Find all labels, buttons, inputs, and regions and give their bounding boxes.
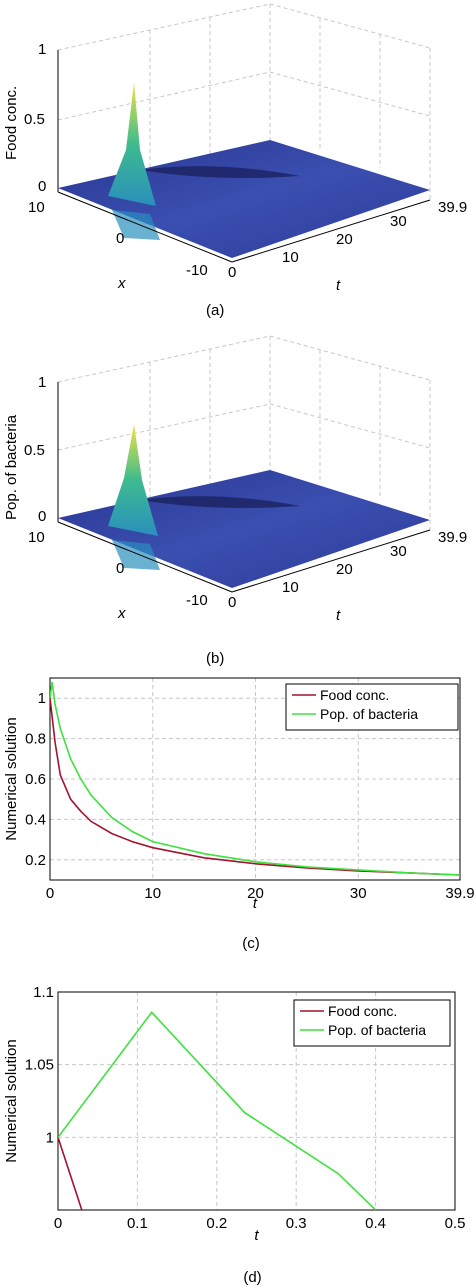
y-tick-c-3: 0.8 (25, 731, 46, 748)
x-tick-c-4: 39.9 (445, 885, 474, 902)
y-tick-c-0: 0.2 (25, 852, 46, 869)
t-label-a: t (336, 277, 341, 294)
surface-floor-a (58, 140, 430, 258)
t-tick-b-4: 39.9 (438, 529, 467, 546)
caption-c: (c) (242, 935, 260, 952)
x-tick-c-0: 0 (46, 885, 54, 902)
x-tick-a-1: 0 (116, 230, 124, 247)
axes-box-b (57, 335, 431, 530)
x-label-b: x (117, 605, 126, 622)
t-tick-a-3: 30 (390, 213, 407, 230)
z-tick-a-0: 0 (38, 178, 46, 195)
surface-plot-a: 0 0.5 1 Food conc. 10 0 -10 x 0 10 20 30… (3, 3, 467, 319)
caption-d: (d) (243, 1269, 261, 1286)
y-label-c: Numerical solution (3, 717, 20, 840)
x-tick-d-5: 0.5 (445, 1215, 466, 1232)
surface-trough-b (140, 496, 300, 508)
legend-c (285, 683, 459, 731)
x-tick-d-4: 0.4 (365, 1215, 386, 1232)
x-label-c: t (253, 895, 258, 912)
axes-box-d (57, 991, 456, 1211)
series-line-c-1 (50, 681, 460, 876)
x-tick-b-2: -10 (186, 592, 208, 609)
line-chart-d: 0 0.1 0.2 0.3 0.4 0.5 1 1.05 1.1 t Numerical solut… (3, 984, 465, 1286)
z-label-a: Food conc. (3, 86, 20, 160)
z-tick-b-1: 0.5 (24, 442, 45, 459)
t-tick-a-0: 0 (228, 264, 236, 281)
x-tick-c-3: 30 (350, 885, 367, 902)
x-tick-d-1: 0.1 (127, 1215, 148, 1232)
legend-label-c-0: Food conc. (320, 687, 389, 703)
z-tick-a-2: 1 (38, 41, 46, 58)
t-tick-a-2: 20 (336, 231, 353, 248)
t-tick-b-2: 20 (336, 561, 353, 578)
y-tick-d-1: 1.05 (25, 1057, 54, 1074)
t-tick-b-0: 0 (228, 594, 236, 611)
t-label-b: t (336, 607, 341, 624)
surface-peak-b (108, 424, 158, 536)
surface-front-b (112, 540, 160, 570)
y-label-d: Numerical solution (3, 1039, 20, 1162)
x-tick-d-2: 0.2 (206, 1215, 227, 1232)
series-line-c-0 (50, 698, 460, 876)
line-chart-c: 0 10 20 30 39.9 0.2 0.4 0.6 0.8 1 t Numerical solut… (3, 677, 474, 952)
caption-b: (b) (206, 650, 224, 667)
x-tick-d-0: 0 (54, 1215, 62, 1232)
axes-box-a (57, 3, 431, 200)
caption-a: (a) (206, 302, 224, 319)
x-tick-a-0: 10 (28, 199, 45, 216)
legend-d (293, 999, 451, 1047)
series-line-d-1 (58, 1011, 377, 1210)
legend-label-d-1: Pop. of bacteria (328, 1022, 426, 1038)
surface-front-a (112, 210, 160, 240)
t-tick-a-1: 10 (282, 249, 299, 266)
series-line-d-0 (58, 1137, 83, 1210)
x-tick-c-1: 10 (144, 885, 161, 902)
y-tick-c-1: 0.4 (25, 811, 46, 828)
x-label-d: t (254, 1227, 259, 1244)
surface-plot-b: 0 0.5 1 Pop. of bacteria 10 0 -10 x 0 10… (3, 335, 467, 667)
x-tick-c-2: 20 (247, 885, 264, 902)
surface-peak-a (108, 82, 156, 206)
legend-label-c-1: Pop. of bacteria (320, 706, 418, 722)
y-tick-c-2: 0.6 (25, 771, 46, 788)
y-tick-d-0: 1 (46, 1129, 54, 1146)
z-tick-a-1: 0.5 (24, 111, 45, 128)
x-tick-b-0: 10 (28, 529, 45, 546)
surface-trough-a (140, 166, 300, 178)
surface-floor-b (58, 470, 430, 588)
y-tick-c-4: 1 (38, 690, 46, 707)
t-tick-a-4: 39.9 (438, 199, 467, 216)
axes-box-c (49, 677, 461, 881)
t-tick-b-1: 10 (282, 579, 299, 596)
x-tick-b-1: 0 (116, 560, 124, 577)
z-label-b: Pop. of bacteria (3, 414, 20, 520)
x-tick-d-3: 0.3 (286, 1215, 307, 1232)
x-label-a: x (117, 275, 126, 292)
z-tick-b-0: 0 (38, 508, 46, 525)
x-tick-a-2: -10 (186, 262, 208, 279)
t-tick-b-3: 30 (390, 543, 407, 560)
legend-label-d-0: Food conc. (328, 1003, 397, 1019)
y-tick-d-2: 1.1 (33, 984, 54, 1001)
z-tick-b-2: 1 (38, 374, 46, 391)
